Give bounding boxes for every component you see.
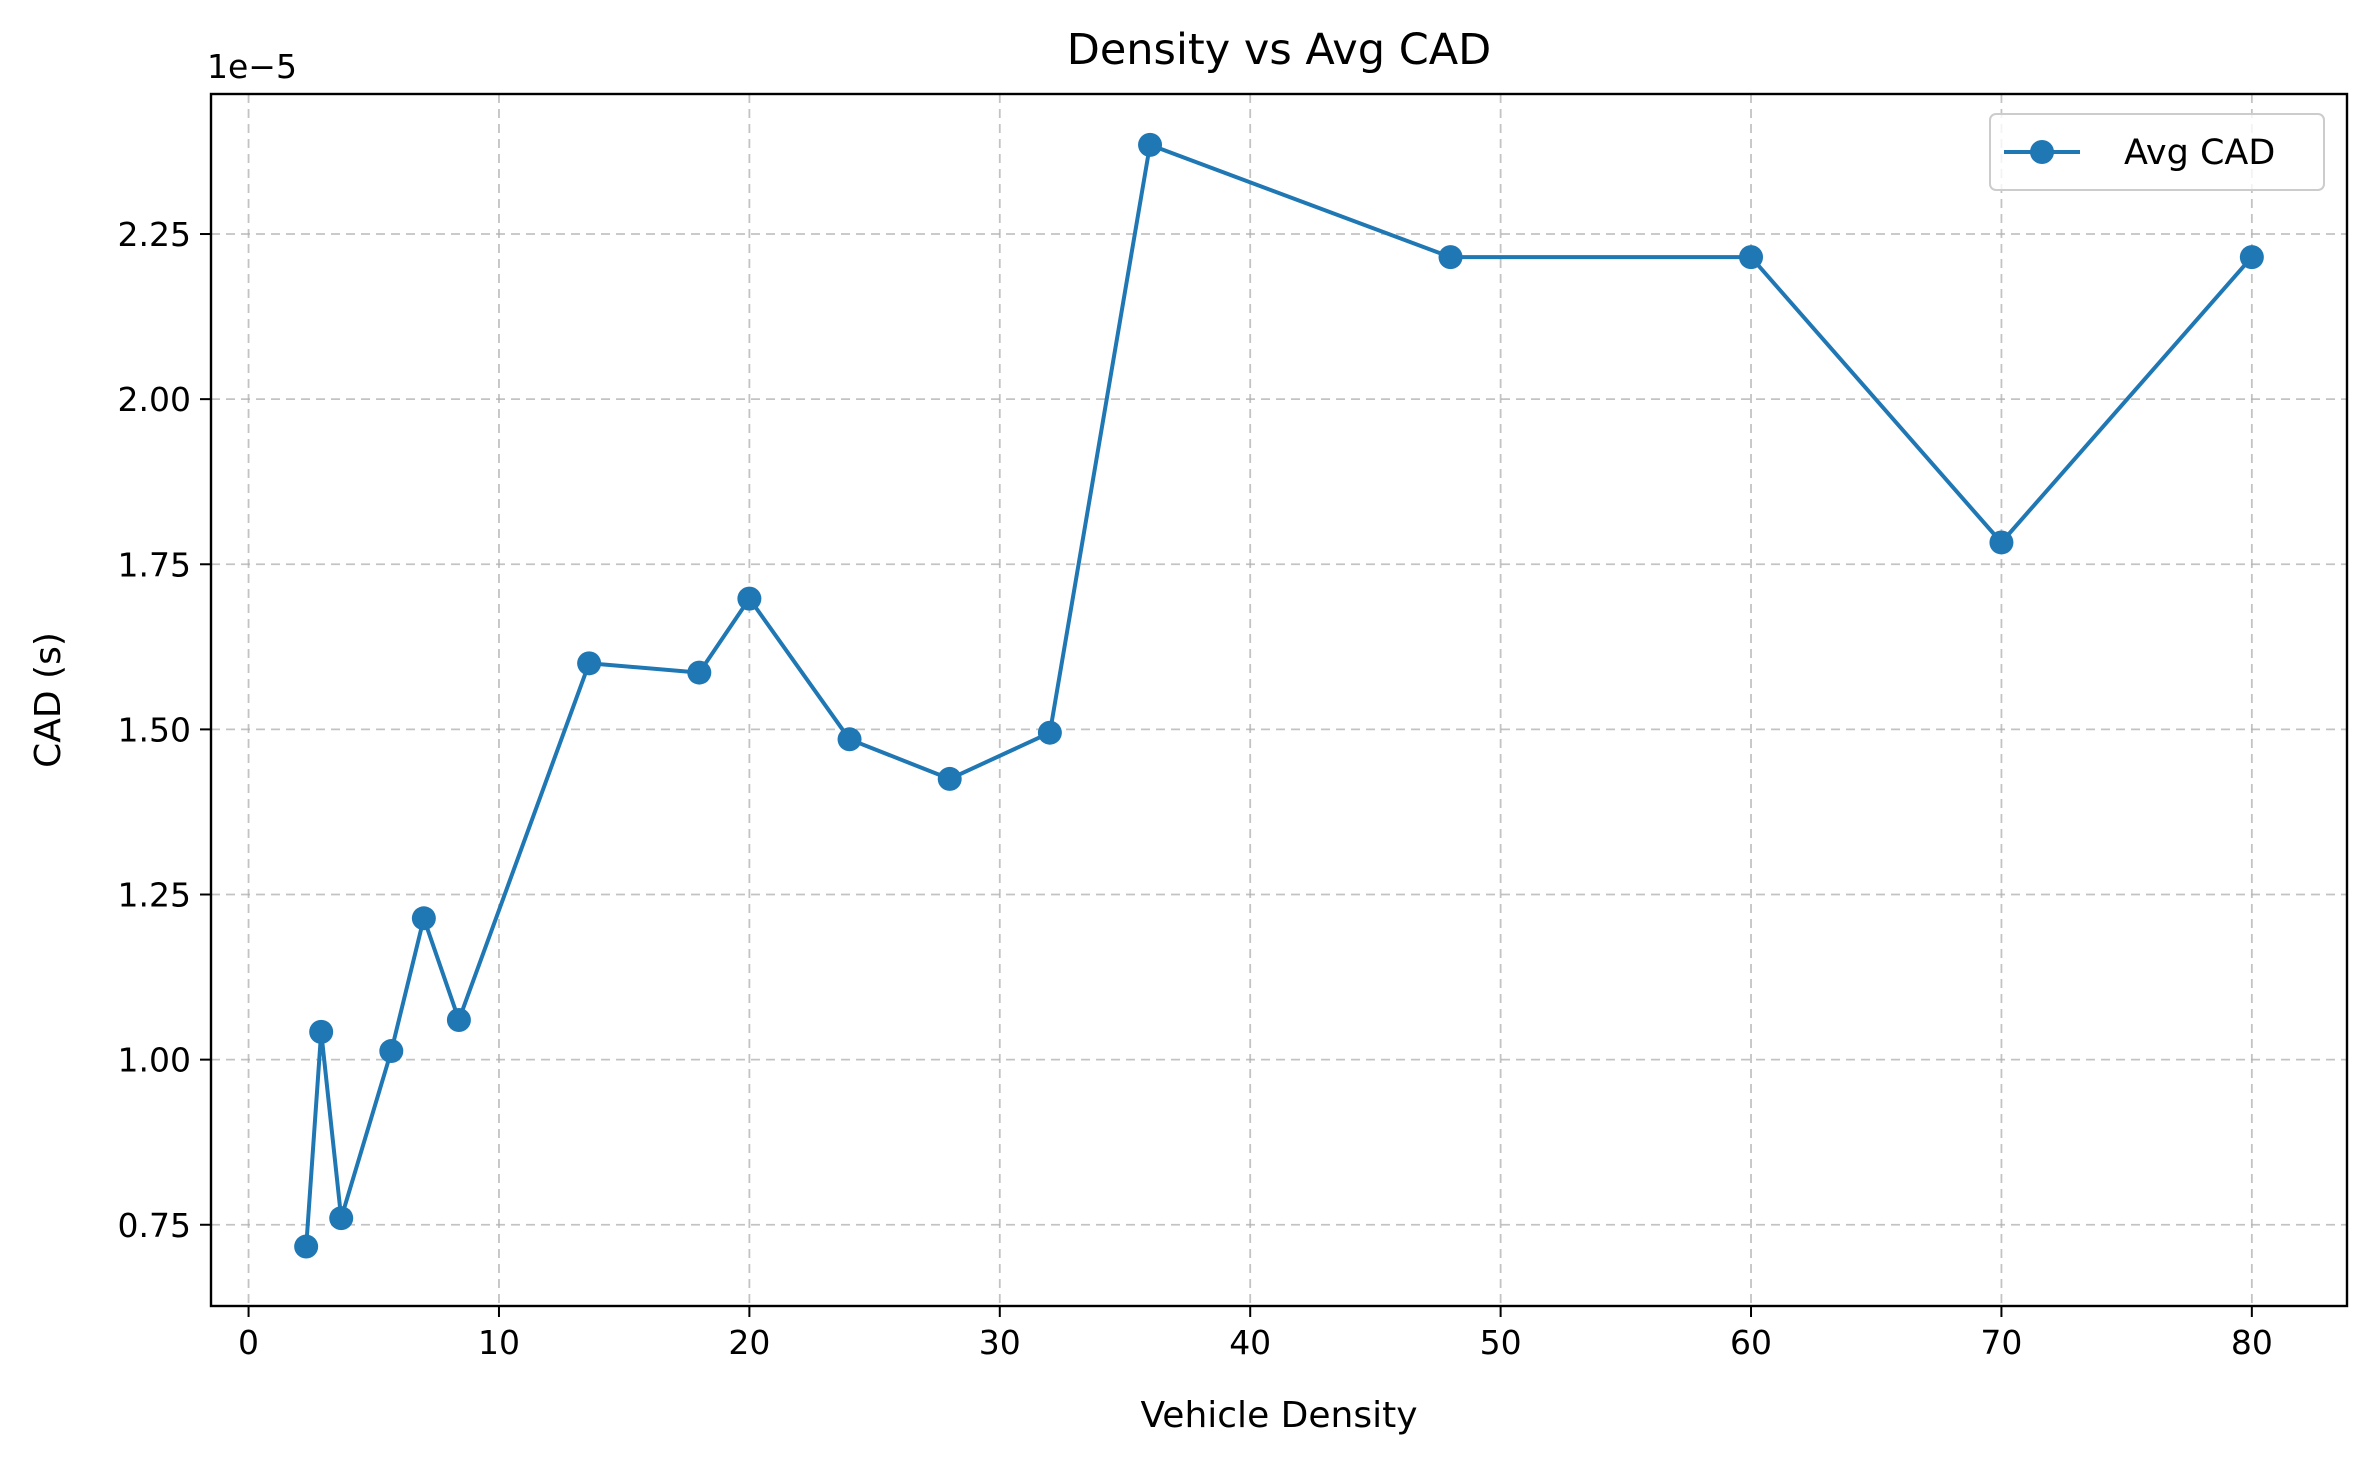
legend-box: [1989, 113, 2325, 191]
x-tick-label: 40: [1229, 1323, 1271, 1362]
y-tick-label: 1.50: [118, 710, 191, 749]
x-tick-label: 0: [238, 1323, 259, 1362]
data-point: [411, 906, 436, 931]
y-tick-label: 1.25: [118, 876, 191, 915]
x-tick-label: 60: [1730, 1323, 1772, 1362]
y-tick-label: 0.75: [118, 1206, 191, 1245]
x-tick-label: 70: [1980, 1323, 2022, 1362]
data-point: [577, 651, 602, 676]
data-point: [329, 1206, 354, 1231]
data-point: [737, 586, 762, 611]
series-layer: [294, 132, 2264, 1259]
y-tick-label: 1.00: [118, 1041, 191, 1080]
x-tick-label: 10: [478, 1323, 520, 1362]
legend-series-label: Avg CAD: [2124, 133, 2275, 173]
data-point: [379, 1039, 404, 1064]
grid-layer: [211, 94, 2347, 1306]
x-tick-label: 20: [728, 1323, 770, 1362]
data-point: [837, 727, 862, 752]
x-tick-label: 80: [2231, 1323, 2273, 1362]
data-point: [446, 1008, 471, 1033]
data-point: [1739, 245, 1764, 270]
axes-frame: [209, 92, 2349, 1308]
tick-layer: 0 10 20 30 40 50 60 70 80 0.75 1.00 1.25 1.50 1.75 2.0…: [118, 215, 2273, 1362]
data-point: [937, 766, 962, 791]
y-axis-offset-label: 1e−5: [207, 47, 297, 86]
y-tick-label: 1.75: [118, 545, 191, 584]
x-axis-label: Vehicle Density: [1140, 1395, 1417, 1436]
data-point: [1037, 720, 1062, 745]
data-point: [1438, 245, 1463, 270]
data-point: [294, 1234, 319, 1259]
x-tick-label: 50: [1480, 1323, 1522, 1362]
data-point: [309, 1019, 334, 1044]
y-axis-label: CAD (s): [28, 632, 69, 768]
x-tick-label: 30: [979, 1323, 1021, 1362]
series-line: [304, 142, 2254, 1247]
chart-title: Density vs Avg CAD: [1067, 25, 1492, 75]
data-point: [1989, 530, 2014, 555]
data-point: [2239, 245, 2264, 270]
legend: Avg CAD: [1989, 113, 2325, 191]
legend-series-marker: [2030, 140, 2054, 164]
data-point: [687, 660, 712, 685]
y-tick-label: 2.00: [118, 380, 191, 419]
y-tick-label: 2.25: [118, 215, 191, 254]
data-point: [1138, 132, 1163, 157]
